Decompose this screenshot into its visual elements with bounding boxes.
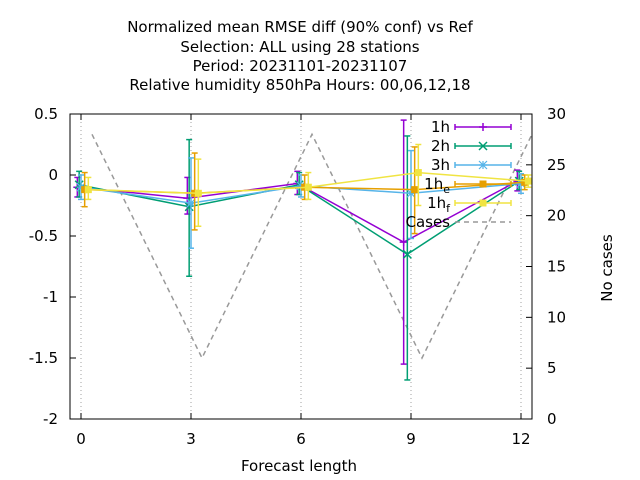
legend-label: 1hf <box>427 194 451 215</box>
cases-line <box>91 132 533 360</box>
legend-item: 3h <box>431 156 512 174</box>
legend-label: 3h <box>431 156 450 174</box>
legend-marker <box>479 199 487 207</box>
data-point <box>524 177 532 185</box>
cases-series-line <box>91 132 533 360</box>
legend-marker <box>478 141 488 151</box>
legend-marker <box>478 160 488 170</box>
series-lines <box>73 119 532 381</box>
data-point <box>414 169 422 177</box>
y-tick-label: 0 <box>48 166 58 184</box>
series-3h-group <box>76 149 526 249</box>
y-tick-label: 0.5 <box>34 105 58 123</box>
legend-item-cases: Cases <box>405 213 511 231</box>
data-point <box>296 181 306 191</box>
axes: 0 3 6 9 12 0.5 0 -0.5 -1 -1.5 -2 0 5 10 15 20 25 30 <box>29 105 566 448</box>
x-axis-label: Forecast length <box>241 457 357 475</box>
legend-label: Cases <box>405 213 450 231</box>
y-tick-label: -1 <box>43 288 58 306</box>
x-tick-label: 6 <box>296 430 306 448</box>
title-line-2: Selection: ALL using 28 stations <box>180 38 419 56</box>
series-1h-group <box>73 119 522 365</box>
data-point <box>81 186 89 194</box>
title-line-3: Period: 20231101-20231107 <box>193 57 408 75</box>
legend-marker <box>479 123 487 131</box>
data-point <box>516 179 526 188</box>
data-point <box>84 186 92 194</box>
y2-tick-label: 15 <box>547 258 566 276</box>
legend-item: 2h <box>431 137 512 155</box>
x-tick-label: 0 <box>76 430 86 448</box>
data-point <box>183 194 192 203</box>
y-tick-label: -1.5 <box>29 349 58 367</box>
data-point <box>194 189 202 197</box>
y2-tick-label: 10 <box>547 308 566 326</box>
x-tick-label: 3 <box>186 430 196 448</box>
data-point <box>521 178 529 186</box>
data-point <box>406 188 416 198</box>
y-tick-label: -0.5 <box>29 227 58 245</box>
data-point <box>186 198 196 208</box>
chart-title: Normalized mean RMSE diff (90% conf) vs … <box>127 18 473 94</box>
y2-tick-label: 0 <box>547 410 557 428</box>
x-tick-label: 12 <box>511 430 530 448</box>
legend-item: 1hf <box>427 194 512 215</box>
data-point <box>399 238 408 247</box>
y2-axis-label: No cases <box>598 234 616 302</box>
y2-tick-label: 30 <box>547 105 566 123</box>
y2-tick-label: 25 <box>547 156 566 174</box>
x-tick-label: 9 <box>406 430 416 448</box>
series-2h-group <box>74 135 524 381</box>
y2-tick-label: 20 <box>547 207 566 225</box>
title-line-4: Relative humidity 850hPa Hours: 00,06,12… <box>129 76 470 94</box>
data-point <box>304 183 312 191</box>
legend-item: 1h <box>431 118 512 136</box>
data-point <box>76 182 86 192</box>
y-tick-label: -2 <box>43 410 58 428</box>
title-line-1: Normalized mean RMSE diff (90% conf) vs … <box>127 18 473 36</box>
data-point <box>402 249 412 259</box>
series-1he-group <box>81 146 529 235</box>
data-point <box>411 186 419 194</box>
y2-tick-label: 5 <box>547 359 557 377</box>
legend-marker <box>479 180 487 188</box>
series-1hf-group <box>84 143 532 227</box>
legend-label: 1he <box>424 175 450 196</box>
legend-label: 2h <box>431 137 450 155</box>
grid <box>80 114 522 419</box>
legend-label: 1h <box>431 118 450 136</box>
